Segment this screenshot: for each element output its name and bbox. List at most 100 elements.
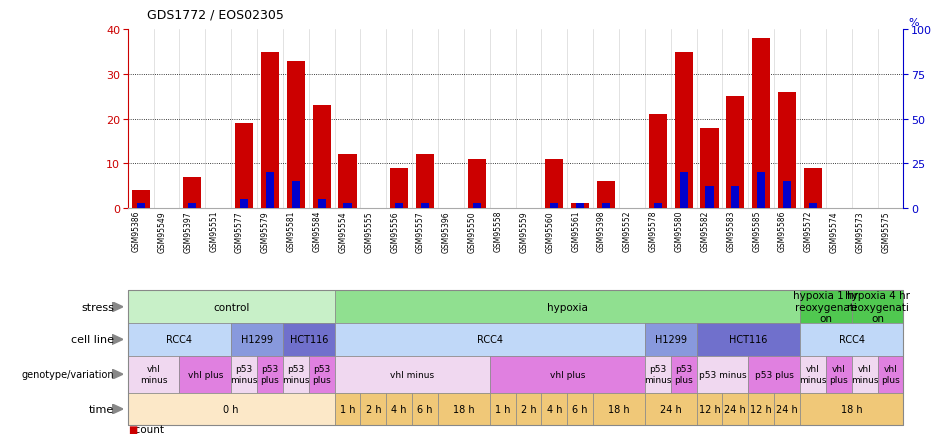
Bar xyxy=(395,204,403,208)
Text: control: control xyxy=(213,302,250,312)
Text: 24 h: 24 h xyxy=(660,404,681,414)
Text: 2 h: 2 h xyxy=(520,404,536,414)
Bar xyxy=(654,204,662,208)
Bar xyxy=(752,39,770,208)
Text: H1299: H1299 xyxy=(655,335,687,345)
Text: GSM95398: GSM95398 xyxy=(597,210,606,252)
Text: 12 h: 12 h xyxy=(699,404,720,414)
Text: 1 h: 1 h xyxy=(495,404,511,414)
Text: GSM95559: GSM95559 xyxy=(519,210,529,252)
Text: RCC4: RCC4 xyxy=(839,335,865,345)
Text: vhl
plus: vhl plus xyxy=(830,365,849,384)
Text: genotype/variation: genotype/variation xyxy=(22,369,114,379)
Text: GSM95574: GSM95574 xyxy=(830,210,839,252)
Text: GSM95577: GSM95577 xyxy=(235,210,244,252)
Text: HCT116: HCT116 xyxy=(729,335,767,345)
Text: GSM95552: GSM95552 xyxy=(622,210,632,252)
Bar xyxy=(261,53,279,208)
Bar xyxy=(421,204,429,208)
Text: RCC4: RCC4 xyxy=(477,335,502,345)
Text: GSM95573: GSM95573 xyxy=(855,210,865,252)
Text: vhl
plus: vhl plus xyxy=(881,365,900,384)
Text: p53 minus: p53 minus xyxy=(698,370,746,379)
Bar xyxy=(287,62,305,208)
Text: GSM95586: GSM95586 xyxy=(778,210,787,252)
Text: vhl plus: vhl plus xyxy=(550,370,585,379)
Text: GSM95580: GSM95580 xyxy=(674,210,684,252)
Bar xyxy=(235,124,254,208)
Text: 1 h: 1 h xyxy=(340,404,356,414)
Bar xyxy=(240,199,248,208)
Bar xyxy=(700,128,719,208)
Bar xyxy=(312,106,331,208)
Text: 12 h: 12 h xyxy=(750,404,772,414)
Bar xyxy=(706,186,713,208)
Text: GSM95560: GSM95560 xyxy=(545,210,554,252)
Bar xyxy=(757,173,765,208)
Text: GSM95558: GSM95558 xyxy=(494,210,502,252)
Bar xyxy=(467,159,486,208)
Text: GSM95549: GSM95549 xyxy=(157,210,166,252)
Text: H1299: H1299 xyxy=(241,335,273,345)
Text: p53
minus: p53 minus xyxy=(230,365,258,384)
Text: ■: ■ xyxy=(128,424,137,434)
Text: GSM95551: GSM95551 xyxy=(209,210,219,252)
Bar xyxy=(551,204,558,208)
Bar xyxy=(390,168,409,208)
Text: GDS1772 / EOS02305: GDS1772 / EOS02305 xyxy=(147,9,284,22)
Bar xyxy=(291,181,300,208)
Text: 18 h: 18 h xyxy=(608,404,630,414)
Bar xyxy=(545,159,564,208)
Text: p53
plus: p53 plus xyxy=(260,365,279,384)
Text: hypoxia: hypoxia xyxy=(547,302,587,312)
Bar xyxy=(184,177,201,208)
Text: GSM95396: GSM95396 xyxy=(442,210,451,252)
Text: vhl
minus: vhl minus xyxy=(850,365,879,384)
Bar xyxy=(576,204,585,208)
Text: GSM95572: GSM95572 xyxy=(804,210,813,252)
Text: p53
minus: p53 minus xyxy=(644,365,672,384)
Polygon shape xyxy=(112,334,123,345)
Bar xyxy=(679,173,688,208)
Text: 4 h: 4 h xyxy=(392,404,407,414)
Text: GSM95583: GSM95583 xyxy=(727,210,735,252)
Text: 0 h: 0 h xyxy=(223,404,239,414)
Bar xyxy=(602,204,610,208)
Bar xyxy=(416,155,434,208)
Text: GSM95561: GSM95561 xyxy=(571,210,580,252)
Text: vhl
minus: vhl minus xyxy=(799,365,827,384)
Text: GSM95578: GSM95578 xyxy=(649,210,657,252)
Text: GSM95386: GSM95386 xyxy=(131,210,141,252)
Text: RCC4: RCC4 xyxy=(166,335,192,345)
Text: GSM95585: GSM95585 xyxy=(752,210,762,252)
Bar xyxy=(783,181,791,208)
Text: GSM95581: GSM95581 xyxy=(287,210,296,252)
Bar xyxy=(339,155,357,208)
Text: stress: stress xyxy=(81,302,114,312)
Polygon shape xyxy=(112,302,123,312)
Text: GSM95575: GSM95575 xyxy=(882,210,890,252)
Text: hypoxia 4 hr
reoxygenati
on: hypoxia 4 hr reoxygenati on xyxy=(845,290,910,324)
Bar xyxy=(136,204,145,208)
Text: %: % xyxy=(908,18,919,28)
Text: 2 h: 2 h xyxy=(365,404,381,414)
Bar xyxy=(804,168,822,208)
Text: 4 h: 4 h xyxy=(547,404,562,414)
Bar xyxy=(266,173,274,208)
Text: GSM95554: GSM95554 xyxy=(339,210,347,252)
Bar xyxy=(809,204,817,208)
Text: 6 h: 6 h xyxy=(417,404,433,414)
Text: 18 h: 18 h xyxy=(841,404,863,414)
Bar xyxy=(473,204,481,208)
Bar xyxy=(343,204,352,208)
Text: GSM95550: GSM95550 xyxy=(467,210,477,252)
Text: GSM95555: GSM95555 xyxy=(364,210,374,252)
Text: cell line: cell line xyxy=(72,335,114,345)
Text: count: count xyxy=(128,424,164,434)
Text: 6 h: 6 h xyxy=(572,404,588,414)
Text: hypoxia 1 hr
reoxygenati
on: hypoxia 1 hr reoxygenati on xyxy=(794,290,858,324)
Polygon shape xyxy=(112,404,123,414)
Text: GSM95556: GSM95556 xyxy=(390,210,399,252)
Bar xyxy=(731,186,740,208)
Text: 18 h: 18 h xyxy=(453,404,475,414)
